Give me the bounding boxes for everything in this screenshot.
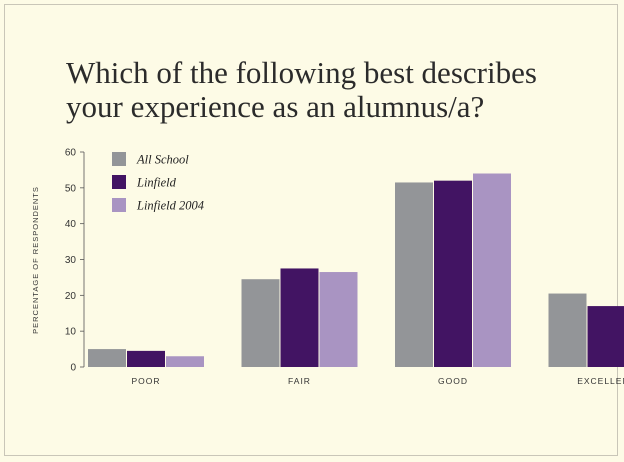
bar [548,293,587,367]
legend-label: Linfield [136,176,177,190]
bar [395,182,433,367]
x-category-label: POOR [131,376,160,386]
chart-title: Which of the following best describes yo… [66,56,537,124]
bar [587,306,624,367]
legend-swatch [112,152,126,166]
y-tick-label: 40 [65,219,77,230]
x-category-label: EXCELLENT [577,376,624,386]
legend-label: Linfield 2004 [136,199,204,213]
y-tick-label: 0 [70,363,76,374]
y-axis-label: PERCENTAGE OF RESPONDENTS [31,186,40,334]
x-category-label: GOOD [438,376,468,386]
x-category-label: FAIR [288,376,311,386]
chart-frame [4,4,618,456]
legend-label: All School [136,153,189,167]
y-tick-label: 30 [65,255,77,266]
bar [166,356,204,367]
chart-title-line-2: your experience as an alumnus/a? [66,89,485,124]
bar [473,173,511,367]
axes: 0 10 20 30 40 50 60 POOR FAIR GOOD EXCELLENT [65,148,624,387]
bar [319,272,358,367]
bar [88,349,126,367]
y-tick-label: 60 [65,148,77,159]
bar [280,268,319,367]
bar [241,279,280,367]
bar [434,180,472,367]
bars [88,173,624,367]
chart-title-line-1: Which of the following best describes [66,55,537,90]
y-tick-label: 20 [65,291,77,302]
legend-swatch [112,175,126,189]
y-tick-label: 50 [65,183,77,194]
y-tick-label: 10 [65,327,77,338]
legend: All School Linfield Linfield 2004 [112,152,204,213]
bar [127,350,165,367]
legend-swatch [112,198,126,212]
